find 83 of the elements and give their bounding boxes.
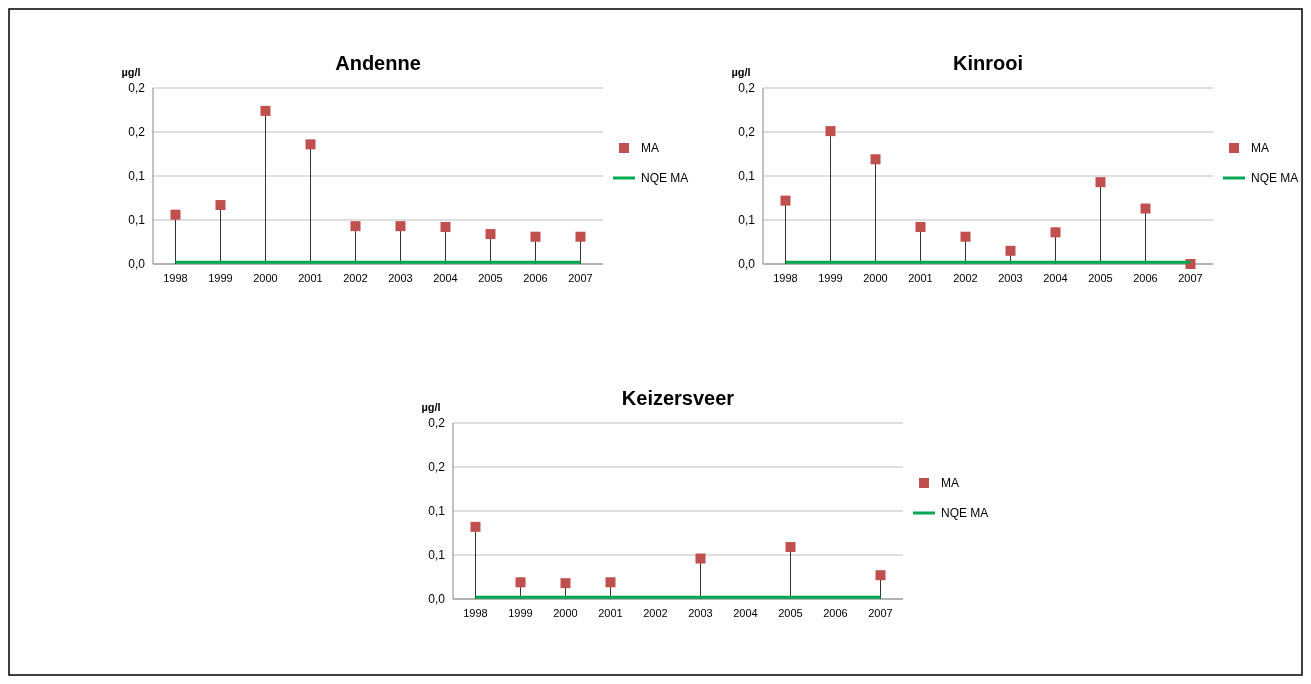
chart-title: Keizersveer <box>621 387 735 409</box>
y-tick-label: 0,1 <box>738 213 756 228</box>
y-tick-label: 0,1 <box>738 169 756 184</box>
y-axis-title: µg/l <box>731 66 751 78</box>
point <box>515 577 526 588</box>
point <box>605 577 616 588</box>
point <box>1050 227 1061 238</box>
x-tick-label: 2000 <box>253 272 278 284</box>
x-tick-label: 2006 <box>1133 272 1158 284</box>
y-tick-label: 0,1 <box>428 504 446 519</box>
point <box>1095 177 1106 188</box>
x-tick-label: 1998 <box>163 272 188 284</box>
x-tick-label: 1999 <box>508 607 533 619</box>
point <box>695 553 706 564</box>
y-tick-label: 0,2 <box>428 416 446 431</box>
x-tick-label: 2000 <box>863 272 888 284</box>
x-tick-label: 2000 <box>553 607 578 619</box>
x-tick-label: 2003 <box>388 272 413 284</box>
y-tick-label: 0,2 <box>738 81 756 96</box>
point <box>785 542 796 553</box>
point <box>1005 245 1016 256</box>
x-tick-label: 2007 <box>568 272 593 284</box>
point <box>350 221 361 232</box>
y-tick-label: 0,1 <box>428 548 446 563</box>
chart-title: Kinrooi <box>953 52 1023 74</box>
point <box>215 200 226 211</box>
x-tick-label: 2001 <box>598 607 623 619</box>
point <box>485 229 496 240</box>
y-tick-label: 0,2 <box>428 460 446 475</box>
y-tick-label: 0,2 <box>128 125 146 140</box>
x-tick-label: 1998 <box>463 607 488 619</box>
point <box>825 126 836 137</box>
y-axis-title: µg/l <box>121 66 141 78</box>
x-tick-label: 2001 <box>298 272 323 284</box>
point <box>305 139 316 150</box>
point <box>260 105 271 116</box>
point <box>440 222 451 233</box>
x-tick-label: 1998 <box>773 272 798 284</box>
x-tick-label: 2006 <box>823 607 848 619</box>
x-tick-label: 2005 <box>1088 272 1113 284</box>
y-tick-label: 0,1 <box>128 169 146 184</box>
y-tick-label: 0,0 <box>428 592 446 607</box>
point <box>875 570 886 581</box>
y-tick-label: 0,2 <box>738 125 756 140</box>
point <box>870 154 881 165</box>
point <box>780 195 791 206</box>
point <box>530 231 541 242</box>
x-tick-label: 1999 <box>208 272 233 284</box>
point <box>575 231 586 242</box>
legend-label: MA <box>641 141 659 156</box>
y-tick-label: 0,0 <box>128 257 146 272</box>
legend-label: MA <box>941 476 959 491</box>
point <box>560 578 571 589</box>
y-axis-title: µg/l <box>421 401 441 413</box>
point <box>1140 203 1151 214</box>
point <box>960 231 971 242</box>
chart-title: Andenne <box>335 52 421 74</box>
x-tick-label: 1999 <box>818 272 843 284</box>
legend-label: NQE MA <box>941 506 989 521</box>
x-tick-label: 2002 <box>643 607 668 619</box>
legend-label: NQE MA <box>641 171 689 186</box>
x-tick-label: 2005 <box>778 607 803 619</box>
x-tick-label: 2001 <box>908 272 933 284</box>
x-tick-label: 2002 <box>343 272 368 284</box>
y-tick-label: 0,1 <box>128 213 146 228</box>
point <box>395 221 406 232</box>
x-tick-label: 2005 <box>478 272 503 284</box>
point <box>470 521 481 532</box>
x-tick-label: 2002 <box>953 272 978 284</box>
x-tick-label: 2006 <box>523 272 548 284</box>
x-tick-label: 2007 <box>1178 272 1203 284</box>
point <box>915 222 926 233</box>
legend-label: NQE MA <box>1251 171 1299 186</box>
point <box>170 209 181 220</box>
x-tick-label: 2003 <box>688 607 713 619</box>
y-tick-label: 0,0 <box>738 257 756 272</box>
x-tick-label: 2004 <box>1043 272 1068 284</box>
x-tick-label: 2004 <box>733 607 758 619</box>
legend-label: MA <box>1251 141 1269 156</box>
x-tick-label: 2004 <box>433 272 458 284</box>
x-tick-label: 2007 <box>868 607 893 619</box>
x-tick-label: 2003 <box>998 272 1023 284</box>
y-tick-label: 0,2 <box>128 81 146 96</box>
